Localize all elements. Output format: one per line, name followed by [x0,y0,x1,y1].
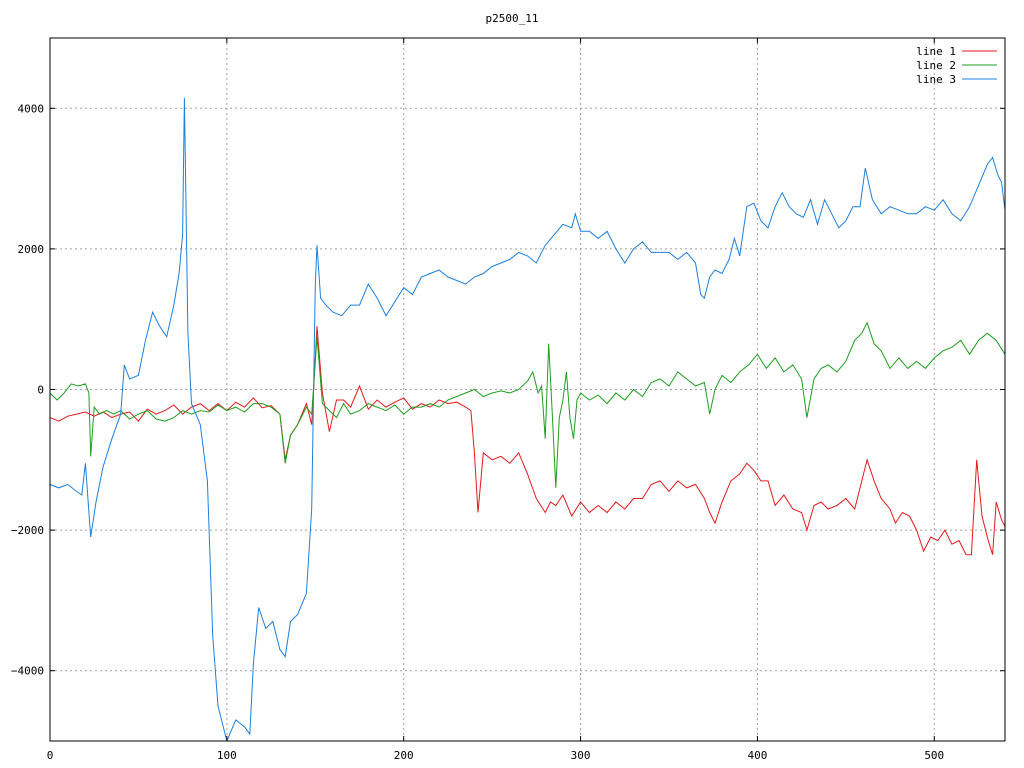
x-tick-label: 300 [571,749,591,762]
x-axis-ticks: 0 100 200 300 400 500 [47,38,944,762]
y-tick-label: 0 [37,384,44,397]
legend-label-1: line 1 [916,45,956,58]
series-layer [50,97,1005,741]
legend-label-2: line 2 [916,59,956,72]
x-tick-label: 200 [394,749,414,762]
series-line-3 [50,97,1005,741]
series-line-2 [50,321,1005,488]
legend-label-3: line 3 [916,73,956,86]
x-tick-label: 100 [217,749,237,762]
grid-lines [50,38,1005,741]
y-axis-ticks: −4000 −2000 0 2000 4000 [11,102,1005,678]
x-tick-label: 400 [747,749,767,762]
y-tick-label: −2000 [11,524,44,537]
y-tick-label: 4000 [18,102,45,115]
y-tick-label: 2000 [18,243,45,256]
x-tick-label: 0 [47,749,54,762]
y-tick-label: −4000 [11,665,44,678]
chart-title: p2500_11 [486,12,539,25]
x-tick-label: 500 [924,749,944,762]
series-line-1 [50,326,1005,556]
